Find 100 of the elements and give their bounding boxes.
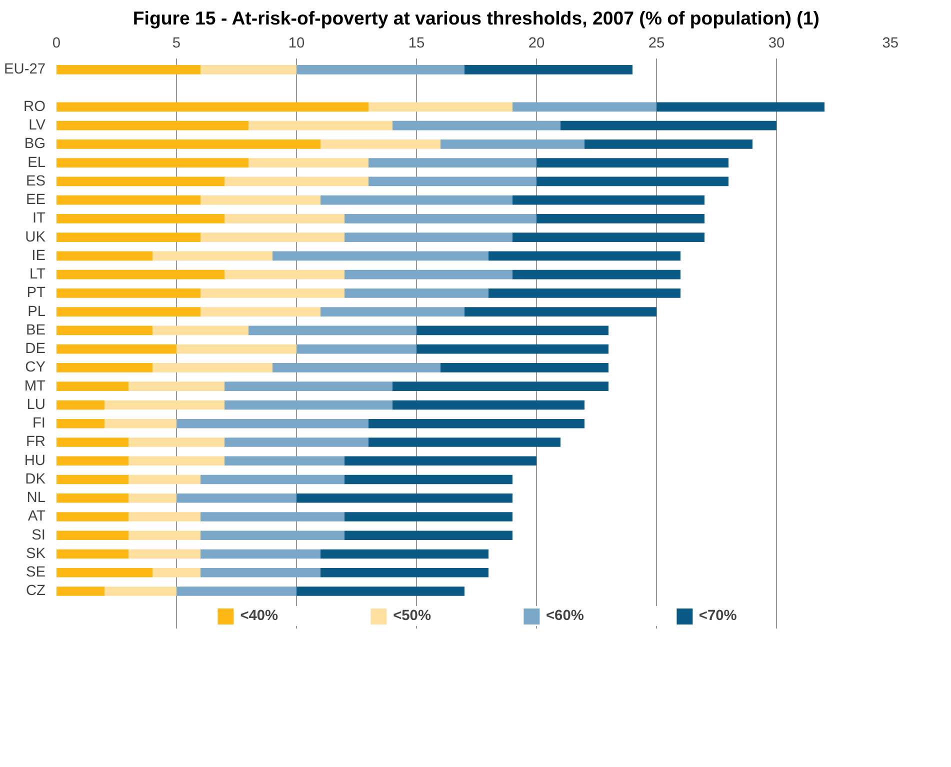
bar [224,382,392,391]
bar [512,195,704,205]
bar [368,438,560,447]
x-tick-label: 20 [528,36,545,52]
y-tick-label: LU [26,396,46,413]
bar [464,65,632,74]
bar [56,214,224,224]
bar [56,456,128,466]
bar [128,549,200,559]
bar [152,326,248,336]
y-tick-label: BE [26,322,46,338]
bar [512,270,680,280]
bar [200,530,344,540]
bar [224,176,368,186]
bar [56,251,152,261]
bar [392,382,608,391]
bar [56,307,200,316]
bar [56,493,128,503]
bar [152,363,272,372]
bar [416,326,608,336]
y-tick-label: DE [25,341,46,358]
bar [56,195,200,205]
bar [248,158,368,168]
y-tick-label: PL [28,304,46,320]
bar [344,456,536,466]
bar [56,120,248,130]
bar [536,176,728,186]
x-tick-label: 10 [288,36,305,52]
legend-label: <50% [393,608,431,624]
bar [128,382,224,391]
bar [344,288,488,298]
bar [200,568,320,578]
y-tick-label: DK [25,471,46,488]
bar [56,176,224,186]
y-tick-label: RO [24,98,46,115]
bar [56,232,200,242]
bar [296,65,464,74]
bar [200,474,344,484]
bar [200,288,344,298]
bar [296,344,416,354]
bar [56,158,248,168]
y-tick-label: LT [29,266,46,283]
bar [488,288,680,298]
chart-title: Figure 15 - At-risk-of-poverty at various thresholds, 2007 (% of population) (1) [132,8,820,28]
bar [416,344,608,354]
y-tick-label: FI [32,416,46,432]
bar [56,474,128,484]
bar [56,140,320,149]
bar [56,326,152,336]
bar [56,549,128,559]
bar [56,270,224,280]
y-tick-label: FR [26,434,46,450]
bar [104,400,224,410]
bar [224,214,344,224]
bar [320,568,488,578]
bar [224,270,344,280]
bar [344,270,512,280]
bar [344,474,512,484]
y-tick-label: EL [28,154,46,171]
y-tick-label: EE [26,192,46,208]
bar [488,251,680,261]
bar [224,400,392,410]
bar [272,251,488,261]
bar [128,438,224,447]
bar [344,530,512,540]
y-tick-label: SI [32,527,46,544]
bar [56,418,104,428]
bar [152,251,272,261]
bar [320,140,440,149]
bar [296,493,512,503]
bar [368,158,536,168]
bar [368,102,512,112]
bar [56,586,104,596]
bar [128,493,176,503]
bar [200,549,320,559]
bar [536,214,704,224]
bar [200,195,320,205]
legend-label: <70% [698,608,737,624]
x-tick-label: 30 [768,36,785,52]
bar [344,214,536,224]
bar [56,530,128,540]
y-tick-label: EU-27 [4,62,46,78]
y-tick-label: HU [24,452,46,469]
bar [128,530,200,540]
bar [392,400,584,410]
bar [176,344,296,354]
bar [464,307,656,316]
legend-label: <40% [240,608,278,624]
bar [344,512,512,522]
bar [272,363,440,372]
bar [56,382,128,391]
bar [512,232,704,242]
bar [128,512,200,522]
y-tick-label: AT [28,508,46,525]
legend-label: <60% [546,608,584,624]
bar [224,456,344,466]
bar [368,176,536,186]
bar [344,232,512,242]
y-tick-label: MT [24,378,46,394]
bar [512,102,656,112]
